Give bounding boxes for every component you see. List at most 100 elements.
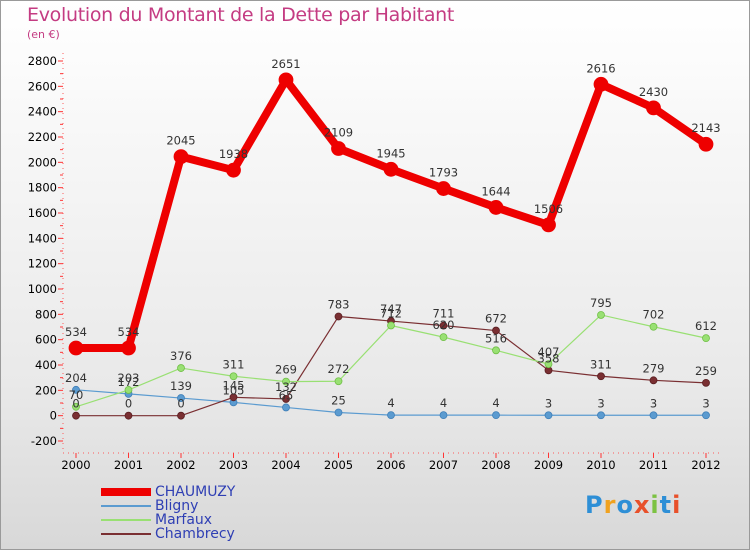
- data-point: [544, 360, 553, 369]
- axes: -200020040060080010001200140016001800200…: [28, 53, 723, 472]
- data-point: [331, 141, 346, 156]
- logo-letter: r: [603, 491, 617, 519]
- logo-letter: i: [672, 491, 682, 519]
- data-point: [492, 326, 500, 335]
- data-point: [387, 411, 395, 420]
- data-point: [124, 411, 133, 420]
- data-point: [439, 321, 448, 330]
- data-label: 2109: [324, 126, 353, 140]
- x-tick-label: 2009: [534, 458, 563, 472]
- legend-swatch: [101, 488, 151, 496]
- logo-letter: P: [585, 491, 604, 519]
- data-label: 172: [118, 375, 140, 389]
- x-tick-label: 2007: [429, 458, 458, 472]
- data-point: [488, 200, 504, 215]
- x-tick-label: 2008: [481, 458, 510, 472]
- data-point: [544, 411, 553, 420]
- data-label: 0: [125, 397, 132, 411]
- x-tick-label: 2003: [219, 458, 248, 472]
- data-point: [177, 394, 185, 402]
- data-point: [334, 408, 343, 417]
- data-label: 132: [275, 380, 297, 394]
- series-bligny: [72, 385, 710, 420]
- data-point: [439, 333, 448, 342]
- y-tick-label: 1600: [28, 206, 57, 220]
- data-label: 712: [380, 306, 402, 320]
- data-label: 105: [223, 383, 245, 397]
- x-tick-label: 2006: [376, 458, 405, 472]
- data-point: [173, 149, 189, 165]
- data-label: 620: [433, 318, 455, 332]
- data-point: [439, 411, 448, 420]
- data-point: [121, 340, 136, 356]
- data-point: [492, 411, 500, 420]
- series-chaumuzy: [68, 72, 714, 356]
- data-point: [72, 402, 80, 411]
- y-tick-label: 1000: [28, 282, 57, 296]
- data-label: 795: [590, 296, 612, 310]
- data-point: [334, 377, 343, 386]
- series-marfaux: [72, 311, 710, 411]
- data-point: [702, 411, 710, 420]
- data-point: [649, 376, 658, 385]
- data-point: [226, 162, 241, 178]
- data-point: [72, 411, 80, 420]
- data-point: [229, 372, 238, 381]
- series-chambrecy: [72, 312, 710, 420]
- data-point: [597, 311, 605, 319]
- data-point: [334, 312, 343, 321]
- data-point: [282, 403, 290, 412]
- data-point: [698, 136, 714, 152]
- data-label: 0: [72, 397, 79, 411]
- legend-label: Chambrecy: [155, 526, 235, 542]
- data-label: 534: [118, 325, 140, 339]
- data-point: [593, 76, 609, 92]
- data-label: 1644: [481, 184, 510, 198]
- data-label: 1793: [429, 166, 458, 180]
- y-tick-label: 2800: [28, 54, 57, 68]
- legend-label: Marfaux: [155, 512, 213, 528]
- y-tick-label: 400: [35, 358, 57, 372]
- y-tick-label: 1200: [28, 257, 57, 271]
- x-tick-label: 2001: [114, 458, 143, 472]
- data-label: 534: [65, 325, 87, 339]
- data-point: [597, 411, 605, 420]
- data-label: 672: [485, 312, 507, 326]
- legend-label: Bligny: [155, 498, 199, 514]
- data-point: [649, 322, 658, 331]
- y-tick-label: -200: [31, 434, 57, 448]
- data-point: [649, 411, 658, 420]
- data-label: 65: [279, 388, 294, 402]
- y-tick-label: 2600: [28, 79, 57, 93]
- legend-label: CHAUMUZY: [155, 484, 236, 500]
- data-point: [436, 181, 451, 196]
- data-point: [387, 321, 395, 330]
- data-label: 2616: [586, 61, 615, 75]
- data-point: [278, 72, 294, 88]
- x-tick-label: 2012: [691, 458, 720, 472]
- data-point: [68, 340, 84, 356]
- data-label: 259: [695, 364, 717, 378]
- data-point: [646, 100, 661, 116]
- data-label: 2045: [166, 134, 195, 148]
- data-label: 272: [328, 362, 350, 376]
- data-label: 612: [695, 319, 717, 333]
- data-point: [282, 395, 290, 403]
- y-tick-label: 600: [35, 333, 57, 347]
- data-label: 269: [275, 363, 297, 377]
- data-label: 4: [387, 396, 394, 410]
- data-label: 1938: [219, 147, 248, 161]
- data-point: [177, 364, 185, 372]
- x-tick-label: 2010: [586, 458, 615, 472]
- data-point: [702, 378, 710, 387]
- logo-letter: x: [633, 491, 651, 519]
- data-label: 70: [69, 388, 84, 402]
- data-label: 3: [650, 396, 657, 410]
- data-label: 516: [485, 331, 507, 345]
- data-label: 407: [538, 345, 560, 359]
- proxiti-logo: Proxiti: [585, 491, 681, 519]
- data-point: [492, 346, 500, 355]
